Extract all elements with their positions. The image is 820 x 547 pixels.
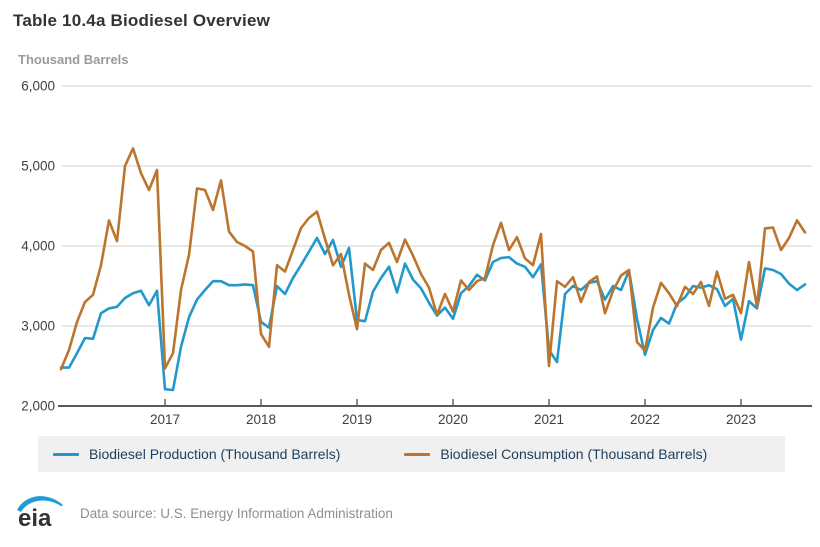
x-axis-year-label: 2017 bbox=[150, 412, 180, 427]
x-axis-year-label: 2020 bbox=[438, 412, 468, 427]
legend: Biodiesel Production (Thousand Barrels) … bbox=[38, 436, 785, 472]
y-axis-tick-label: 3,000 bbox=[21, 319, 55, 334]
x-axis-year-label: 2022 bbox=[630, 412, 660, 427]
production-line bbox=[59, 236, 807, 392]
page-title: Table 10.4a Biodiesel Overview bbox=[13, 11, 271, 30]
production-line-swatch-icon bbox=[53, 452, 79, 456]
y-axis-tick-label: 4,000 bbox=[21, 239, 55, 254]
footer: eia Data source: U.S. Energy Information… bbox=[14, 492, 804, 534]
x-axis-year-label: 2018 bbox=[246, 412, 276, 427]
y-axis-tick-label: 6,000 bbox=[21, 79, 55, 94]
consumption-line-swatch-icon bbox=[404, 452, 431, 456]
y-axis-unit-label: Thousand Barrels bbox=[18, 52, 129, 67]
legend-item-consumption: Biodiesel Consumption (Thousand Barrels) bbox=[404, 446, 707, 462]
x-axis-year-label: 2023 bbox=[726, 412, 756, 427]
y-axis-tick-label: 2,000 bbox=[21, 399, 55, 414]
eia-logo: eia bbox=[17, 496, 63, 532]
legend-item-production: Biodiesel Production (Thousand Barrels) bbox=[53, 446, 340, 462]
data-source-text: Data source: U.S. Energy Information Adm… bbox=[80, 505, 393, 521]
x-axis-year-label: 2019 bbox=[342, 412, 372, 427]
y-axis-tick-label: 5,000 bbox=[21, 159, 55, 174]
eia-logo-text: eia bbox=[18, 505, 52, 532]
legend-label-production: Biodiesel Production (Thousand Barrels) bbox=[89, 446, 341, 462]
legend-label-consumption: Biodiesel Consumption (Thousand Barrels) bbox=[440, 446, 708, 462]
consumption-line bbox=[59, 147, 807, 371]
x-axis-year-label: 2021 bbox=[534, 412, 564, 427]
